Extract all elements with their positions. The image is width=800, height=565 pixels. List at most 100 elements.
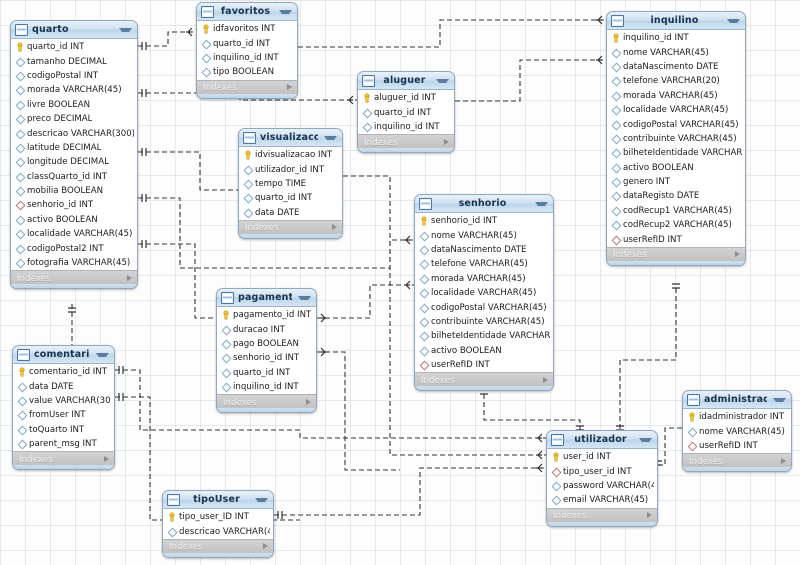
- column-row[interactable]: inquilino_id INT: [358, 120, 454, 134]
- column-row[interactable]: nome VARCHAR(45): [683, 424, 791, 438]
- column-row[interactable]: tempo TIME: [239, 177, 342, 191]
- column-row[interactable]: nome VARCHAR(45): [607, 45, 745, 59]
- table-pagamento[interactable]: pagamento pagamento_id INT duracao INT pago…: [216, 288, 317, 414]
- column-row[interactable]: email VARCHAR(45): [547, 493, 657, 507]
- column-row[interactable]: codRecup1 VARCHAR(45): [607, 204, 745, 218]
- chevron-down-icon[interactable]: [436, 78, 449, 83]
- table-header-aluguer[interactable]: aluguer: [358, 72, 454, 90]
- table-header-utilizador[interactable]: utilizador: [547, 431, 657, 449]
- column-row[interactable]: fotografia VARCHAR(45): [11, 256, 137, 270]
- column-row[interactable]: quarto_id INT: [358, 105, 454, 119]
- column-row[interactable]: userRefID INT: [607, 232, 745, 246]
- indexes-section-quarto[interactable]: Indexes: [11, 270, 137, 285]
- column-row[interactable]: pago BOOLEAN: [217, 337, 316, 351]
- table-header-quarto[interactable]: quarto: [11, 21, 137, 39]
- column-row[interactable]: inquilino_id INT: [197, 51, 297, 65]
- column-row[interactable]: value VARCHAR(300): [13, 394, 114, 408]
- expand-triangle-icon[interactable]: [332, 224, 337, 231]
- column-row[interactable]: morada VARCHAR(45): [415, 272, 553, 286]
- column-row[interactable]: dataNascimento DATE: [607, 60, 745, 74]
- column-row[interactable]: mobilia BOOLEAN: [11, 184, 137, 198]
- column-row[interactable]: senhorio_id INT: [415, 214, 553, 228]
- table-inquilino[interactable]: inquilino inquilino_id INT nome VARCHAR(45…: [606, 11, 746, 266]
- column-row[interactable]: descricao VARCHAR(300): [11, 126, 137, 140]
- chevron-down-icon[interactable]: [279, 9, 292, 14]
- indexes-section-favoritos[interactable]: Indexes: [197, 79, 297, 94]
- column-row[interactable]: dataNascimento DATE: [415, 243, 553, 257]
- column-row[interactable]: userRefID INT: [683, 439, 791, 453]
- column-row[interactable]: duracao INT: [217, 322, 316, 336]
- table-utilizador[interactable]: utilizador user_id INT tipo_user_id INT pas…: [546, 430, 658, 527]
- table-header-tipoUser[interactable]: tipoUser: [163, 491, 273, 509]
- indexes-section-aluguer[interactable]: Indexes: [358, 134, 454, 149]
- chevron-down-icon[interactable]: [773, 397, 786, 402]
- column-row[interactable]: senhorio_id INT: [217, 351, 316, 365]
- expand-triangle-icon[interactable]: [735, 251, 740, 258]
- column-row[interactable]: contribuinte VARCHAR(45): [607, 132, 745, 146]
- column-row[interactable]: codigoPostal VARCHAR(45): [415, 300, 553, 314]
- table-aluguer[interactable]: aluguer aluguer_id INT quarto_id INT inquil…: [357, 71, 455, 154]
- column-row[interactable]: codRecup2 VARCHAR(45): [607, 218, 745, 232]
- column-row[interactable]: idfavoritos INT: [197, 22, 297, 36]
- table-header-comentario[interactable]: comentario: [13, 346, 114, 364]
- expand-triangle-icon[interactable]: [104, 455, 109, 462]
- table-header-favoritos[interactable]: favoritos: [197, 3, 297, 21]
- table-header-administrador[interactable]: administrador: [683, 391, 791, 409]
- column-row[interactable]: data DATE: [13, 379, 114, 393]
- table-comentario[interactable]: comentario comentario_id INT data DATE valu…: [12, 345, 115, 471]
- column-row[interactable]: userRefID INT: [415, 358, 553, 372]
- column-row[interactable]: localidade VARCHAR(45): [415, 286, 553, 300]
- chevron-down-icon[interactable]: [324, 135, 337, 140]
- column-row[interactable]: contribuinte VARCHAR(45): [415, 315, 553, 329]
- column-row[interactable]: tipo_user_ID INT: [163, 510, 273, 524]
- chevron-down-icon[interactable]: [119, 27, 132, 32]
- table-visualizacoes[interactable]: visualizacoes idvisualizacao INT utilizado…: [238, 128, 343, 239]
- column-row[interactable]: tipo BOOLEAN: [197, 65, 297, 79]
- column-row[interactable]: morada VARCHAR(45): [607, 89, 745, 103]
- column-row[interactable]: localidade VARCHAR(45): [11, 227, 137, 241]
- expand-triangle-icon[interactable]: [444, 138, 449, 145]
- column-row[interactable]: user_id INT: [547, 450, 657, 464]
- table-quarto[interactable]: quarto quarto_id INT tamanho DECIMAL codigo…: [10, 20, 138, 290]
- expand-triangle-icon[interactable]: [263, 543, 268, 550]
- column-row[interactable]: telefone VARCHAR(45): [415, 257, 553, 271]
- column-row[interactable]: tamanho DECIMAL: [11, 54, 137, 68]
- column-row[interactable]: latitude DECIMAL: [11, 141, 137, 155]
- column-row[interactable]: preco DECIMAL: [11, 112, 137, 126]
- column-row[interactable]: quarto_id INT: [239, 191, 342, 205]
- column-row[interactable]: activo BOOLEAN: [415, 344, 553, 358]
- column-row[interactable]: quarto_id INT: [11, 40, 137, 54]
- indexes-section-comentario[interactable]: Indexes: [13, 451, 114, 466]
- column-row[interactable]: longitude DECIMAL: [11, 155, 137, 169]
- expand-triangle-icon[interactable]: [543, 376, 548, 383]
- column-row[interactable]: descricao VARCHAR(45): [163, 524, 273, 538]
- column-row[interactable]: codigoPostal VARCHAR(45): [607, 117, 745, 131]
- column-row[interactable]: activo BOOLEAN: [11, 213, 137, 227]
- column-row[interactable]: livre BOOLEAN: [11, 98, 137, 112]
- chevron-down-icon[interactable]: [535, 201, 548, 206]
- table-administrador[interactable]: administrador idadministrador INT nome VAR…: [682, 390, 792, 473]
- indexes-section-inquilino[interactable]: Indexes: [607, 246, 745, 261]
- table-favoritos[interactable]: favoritos idfavoritos INT quarto_id INT inq…: [196, 2, 298, 99]
- chevron-down-icon[interactable]: [639, 437, 652, 442]
- indexes-section-utilizador[interactable]: Indexes: [547, 507, 657, 522]
- expand-triangle-icon[interactable]: [306, 398, 311, 405]
- chevron-down-icon[interactable]: [727, 18, 740, 23]
- column-row[interactable]: password VARCHAR(45): [547, 479, 657, 493]
- indexes-section-visualizacoes[interactable]: Indexes: [239, 219, 342, 234]
- column-row[interactable]: pagamento_id INT: [217, 308, 316, 322]
- column-row[interactable]: tipo_user_id INT: [547, 464, 657, 478]
- column-row[interactable]: bilheteIdentidade VARCHAR(10): [607, 146, 745, 160]
- column-row[interactable]: genero INT: [607, 175, 745, 189]
- expand-triangle-icon[interactable]: [647, 512, 652, 519]
- column-row[interactable]: nome VARCHAR(45): [415, 228, 553, 242]
- column-row[interactable]: classQuarto_id INT: [11, 170, 137, 184]
- column-row[interactable]: quarto_id INT: [197, 36, 297, 50]
- table-header-senhorio[interactable]: senhorio: [415, 195, 553, 213]
- column-row[interactable]: idadministrador INT: [683, 410, 791, 424]
- column-row[interactable]: utilizador_id INT: [239, 162, 342, 176]
- column-row[interactable]: aluguer_id INT: [358, 91, 454, 105]
- table-tipoUser[interactable]: tipoUser tipo_user_ID INT descricao VARCHA…: [162, 490, 274, 558]
- column-row[interactable]: localidade VARCHAR(45): [607, 103, 745, 117]
- column-row[interactable]: parent_msg INT: [13, 437, 114, 451]
